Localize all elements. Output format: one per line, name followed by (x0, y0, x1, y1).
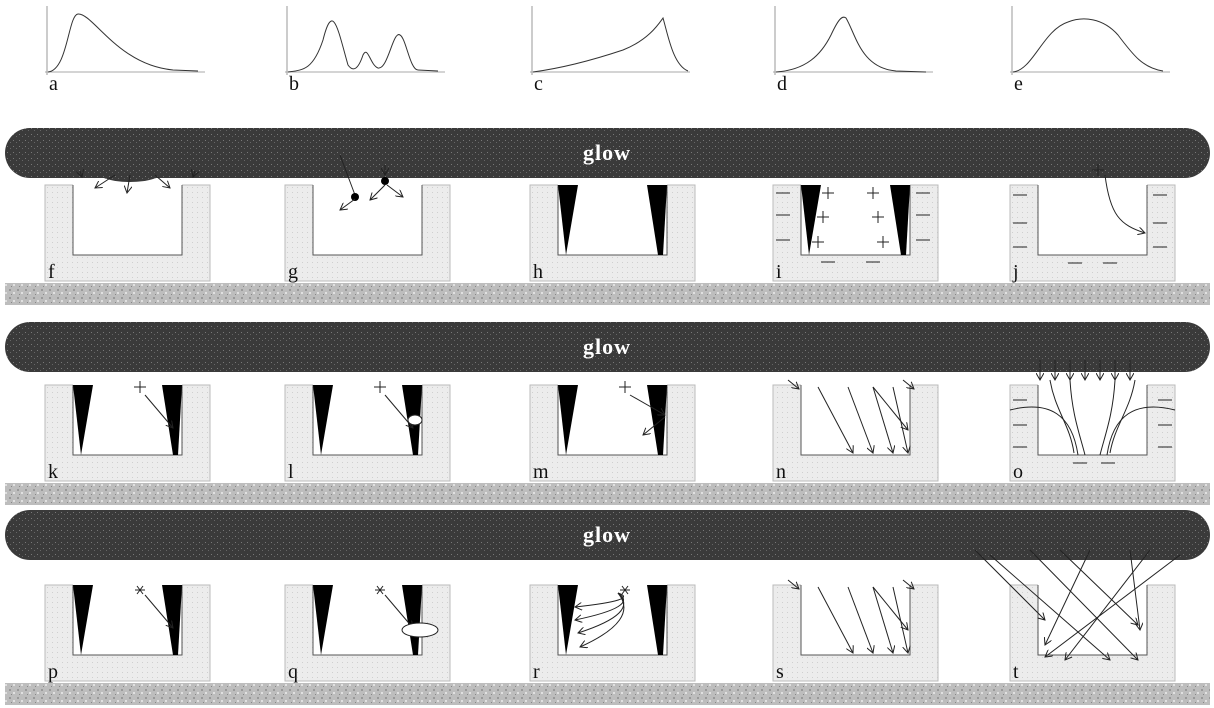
panel-label: f (48, 261, 55, 283)
substrate (5, 683, 1210, 705)
trench-opening (73, 184, 182, 255)
trench-opening (1038, 184, 1147, 255)
panel-label: t (1013, 661, 1019, 683)
redeposit (402, 623, 438, 637)
panel-label: j (1012, 261, 1019, 283)
particle (351, 193, 359, 201)
panel-label: h (533, 261, 543, 283)
panel-label: l (288, 461, 294, 483)
panel-label: r (533, 661, 540, 683)
curve (288, 21, 438, 72)
substrate (5, 283, 1210, 305)
curve-label: a (49, 73, 58, 95)
panel-label: k (48, 461, 58, 483)
curve (48, 14, 198, 72)
redeposit (408, 415, 422, 425)
curve-label: d (777, 73, 787, 95)
curve (776, 17, 926, 72)
panel-label: p (48, 661, 58, 683)
particle (381, 177, 389, 185)
figure: a b c d e glow glow glow f g h i j k l m n o p q r s t (0, 0, 1214, 708)
substrate (5, 483, 1210, 505)
trench-opening (1038, 384, 1147, 455)
curve-label: e (1014, 73, 1023, 95)
panel-label: n (776, 461, 786, 483)
panel-label: m (533, 461, 549, 483)
glow-label: glow (583, 334, 631, 359)
plasma-bulge (95, 158, 165, 182)
panel-label: o (1013, 461, 1023, 483)
glow-label: glow (583, 140, 631, 165)
curve (533, 18, 688, 72)
curve-label: b (289, 73, 299, 95)
panel-label: q (288, 661, 298, 683)
panel-label: g (288, 261, 298, 283)
curve-label: c (534, 73, 543, 95)
glow-label: glow (583, 522, 631, 547)
trench-opening (801, 584, 910, 655)
diagram: a b c d e glow glow glow f g h i j k l m n o p q r s t (5, 6, 1210, 705)
trench-opening (313, 184, 422, 255)
panel-label: i (776, 261, 782, 283)
panel-label: s (776, 661, 784, 683)
trench-opening (801, 384, 910, 455)
curve (1013, 19, 1163, 72)
